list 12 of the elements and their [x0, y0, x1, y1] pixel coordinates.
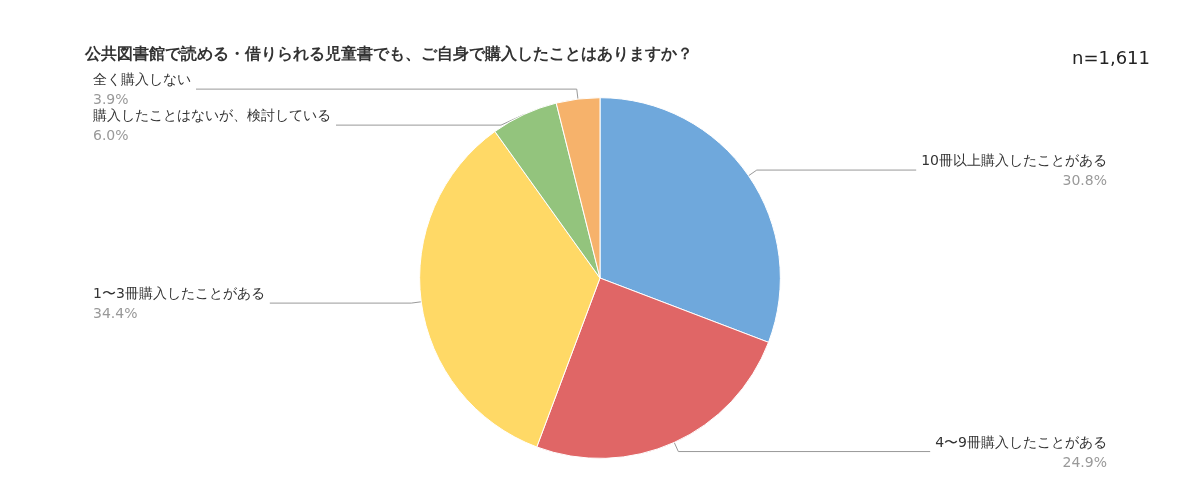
- slice-label: 全く購入しない: [93, 71, 191, 88]
- text: n=1,611: [1071, 46, 1151, 68]
- slice-label: 10冊以上購入したことがある: [921, 152, 1107, 169]
- slice-label: 購入したことはないが、検討している: [93, 107, 331, 124]
- data-label: 34.4%: [93, 305, 138, 322]
- chart-title: 公共図書館で読める・借りられる児童書でも、ご自身で購入したことはありますか？: [84, 43, 693, 63]
- data-label: 6.0%: [93, 127, 129, 144]
- data-label: 30.8%: [1062, 172, 1107, 189]
- slice-label: 1〜3冊購入したことがある: [93, 285, 265, 302]
- slice-label: 4〜9冊購入したことがある: [935, 433, 1107, 450]
- data-label: 3.9%: [93, 91, 129, 108]
- data-label: 24.9%: [1062, 453, 1107, 470]
